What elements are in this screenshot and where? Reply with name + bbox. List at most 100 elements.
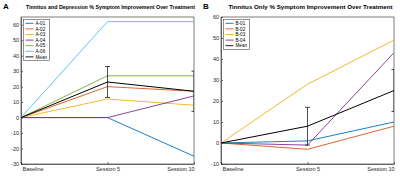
x-tick-label: Baseline xyxy=(223,166,244,172)
y-tick: -10 xyxy=(11,130,23,136)
legend-label: A-05 xyxy=(36,43,46,48)
error-bar-cap xyxy=(305,107,310,108)
legend-swatch xyxy=(226,23,234,24)
y-tick-mark xyxy=(21,87,23,88)
x-tick-mark xyxy=(21,162,22,164)
legend-swatch xyxy=(226,34,234,35)
legend-label: A-06 xyxy=(36,49,46,54)
x-tick-mark xyxy=(108,162,109,164)
legend-box xyxy=(24,20,50,61)
legend: B-01B-02B-03B-04Mean xyxy=(224,20,250,50)
error-bar-cap xyxy=(305,145,310,146)
x-tick-label: Session 10 xyxy=(167,166,194,172)
error-bar-stem xyxy=(394,70,395,112)
panel-label: A xyxy=(3,2,9,11)
error-bar-stem xyxy=(194,71,195,111)
y-tick-label: 60 xyxy=(13,22,19,28)
error-bar-cap xyxy=(392,69,395,70)
y-tick-mark xyxy=(221,122,223,123)
chart-title: Tinnitus Only % Symptom Improvement Over… xyxy=(228,3,392,10)
y-tick: 20 xyxy=(13,84,23,90)
y-tick-label: 50 xyxy=(213,35,219,41)
x-axis-line xyxy=(22,164,195,165)
plot-area xyxy=(221,40,394,149)
y-tick-mark xyxy=(21,40,23,41)
legend-swatch xyxy=(226,45,234,46)
error-bar xyxy=(305,107,310,145)
y-tick-mark xyxy=(21,133,23,134)
x-tick-label: Session 5 xyxy=(296,166,320,172)
x-tick-mark xyxy=(221,162,222,164)
error-bar-stem xyxy=(307,107,308,145)
error-bar-cap xyxy=(105,66,110,67)
y-tick-label: -10 xyxy=(11,130,19,136)
error-bar-cap xyxy=(392,111,395,112)
y-tick: 40 xyxy=(13,53,23,59)
y-tick-label: 40 xyxy=(213,56,219,62)
legend-label: B-03 xyxy=(236,32,246,37)
legend-swatch xyxy=(26,56,34,57)
error-bar xyxy=(192,71,195,111)
legend-label: A-04 xyxy=(36,38,46,43)
y-tick: 60 xyxy=(213,14,223,20)
series-line xyxy=(221,53,394,145)
error-bar xyxy=(105,67,110,98)
x-tick: Session 5 xyxy=(96,162,120,172)
y-tick: -10 xyxy=(211,161,223,167)
y-tick-mark xyxy=(221,80,223,81)
y-tick-mark xyxy=(221,38,223,39)
legend-label: A-02 xyxy=(36,27,46,32)
x-axis: BaselineSession 5Session 10 xyxy=(222,162,395,172)
plot-frame xyxy=(21,17,194,164)
y-tick-label: 10 xyxy=(213,119,219,125)
y-tick: 20 xyxy=(213,98,223,104)
plot-frame xyxy=(221,17,394,164)
x-axis: Baseline Session 5 Session 10 xyxy=(22,162,195,172)
legend-label: B-04 xyxy=(236,38,246,43)
x-tick-label: Session 5 xyxy=(96,166,120,172)
y-tick-mark xyxy=(21,56,23,57)
y-tick-mark xyxy=(21,25,23,26)
y-tick-mark xyxy=(221,101,223,102)
legend-swatch xyxy=(226,28,234,29)
legend-label: B-01 xyxy=(236,21,246,26)
legend-swatch xyxy=(226,40,234,41)
y-tick-label: 10 xyxy=(13,99,19,105)
legend-label: B-02 xyxy=(236,27,246,32)
figure: -30-20-100102030405060BaselineSession 5S… xyxy=(0,0,400,178)
x-tick: Session 5 xyxy=(296,162,320,172)
x-tick-label: Baseline xyxy=(23,166,44,172)
y-tick-label: 30 xyxy=(13,68,19,74)
legend-label: A-01 xyxy=(36,21,46,26)
y-axis-line xyxy=(21,18,22,165)
error-bar-cap xyxy=(192,111,195,112)
chart-title: Tinnitus and Depression % Symptom Improv… xyxy=(26,3,195,10)
y-tick-label: 40 xyxy=(13,53,19,59)
x-tick-mark xyxy=(308,162,309,164)
y-tick-label: 20 xyxy=(213,98,219,104)
y-tick-label: -10 xyxy=(211,161,219,167)
y-tick: 60 xyxy=(13,22,23,28)
y-tick: 50 xyxy=(213,35,223,41)
error-bar-stem xyxy=(107,67,108,98)
panel-label: B xyxy=(203,2,209,11)
legend-swatch xyxy=(26,51,34,52)
y-tick-label: 0 xyxy=(16,115,19,121)
error-bar-cap xyxy=(105,97,110,98)
x-tick-mark xyxy=(194,162,195,164)
y-tick-mark xyxy=(21,149,23,150)
series-line xyxy=(21,118,194,157)
y-tick-label: -30 xyxy=(11,161,19,167)
series-line xyxy=(21,99,194,118)
error-bar xyxy=(392,70,395,112)
legend-label: Mean xyxy=(36,55,48,60)
y-tick: 10 xyxy=(13,99,23,105)
y-tick: 10 xyxy=(213,119,223,125)
legend-swatch xyxy=(26,34,34,35)
y-tick: -30 xyxy=(11,161,23,167)
x-tick: Baseline xyxy=(22,162,44,172)
y-tick-label: 20 xyxy=(13,84,19,90)
panel: -30-20-100102030405060BaselineSession 5S… xyxy=(3,2,197,172)
y-tick: 50 xyxy=(13,37,23,43)
y-tick-mark xyxy=(221,17,223,18)
